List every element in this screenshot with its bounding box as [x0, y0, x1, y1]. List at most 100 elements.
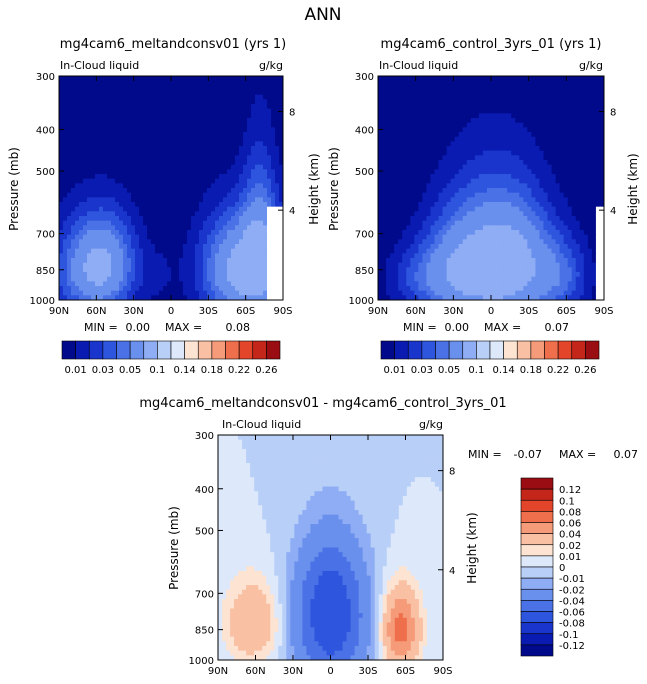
contour-cell	[454, 122, 460, 128]
contour-cell	[167, 122, 172, 128]
contour-cell	[583, 150, 589, 156]
panel-2-y2label: Height (km)	[626, 153, 640, 224]
contour-cell	[227, 136, 232, 142]
contour-cell	[454, 225, 460, 231]
contour-cell	[462, 76, 468, 82]
contour-cell	[527, 225, 532, 231]
contour-cell	[275, 286, 280, 292]
contour-cell	[91, 155, 96, 161]
contour-cell	[511, 118, 516, 124]
contour-cell	[75, 122, 80, 128]
contour-cell	[535, 253, 540, 259]
contour-cell	[462, 155, 468, 161]
contour-cell	[99, 136, 104, 142]
contour-cell	[155, 90, 160, 96]
contour-cell	[187, 267, 192, 273]
contour-cell	[507, 183, 512, 189]
contour-cell	[559, 80, 565, 86]
contour-cell	[531, 132, 536, 138]
contour-cell	[519, 169, 524, 175]
contour-cell	[382, 244, 387, 250]
contour-cell	[259, 295, 264, 301]
contour-cell	[179, 183, 184, 189]
contour-cell	[442, 85, 448, 91]
contour-cell	[115, 225, 120, 231]
contour-cell	[99, 244, 104, 250]
contour-cell	[75, 118, 80, 124]
contour-cell	[235, 192, 240, 198]
contour-cell	[155, 281, 160, 287]
contour-cell	[482, 197, 488, 203]
contour-cell	[223, 150, 228, 156]
contour-cell	[398, 220, 403, 226]
contour-cell	[486, 155, 492, 161]
contour-cell	[183, 276, 188, 282]
contour-cell	[450, 160, 456, 166]
contour-cell	[587, 248, 593, 254]
contour-cell	[547, 104, 552, 110]
contour-cell	[482, 202, 488, 208]
contour-cell	[386, 188, 391, 194]
contour-cell	[491, 94, 496, 100]
contour-cell	[99, 248, 104, 254]
contour-cell	[555, 216, 561, 222]
contour-cell	[259, 146, 264, 152]
contour-cell	[523, 197, 528, 203]
contour-cell	[599, 220, 605, 226]
contour-cell	[155, 99, 160, 105]
contour-cell	[199, 104, 204, 110]
contour-cell	[107, 295, 112, 301]
contour-cell	[531, 248, 536, 254]
contour-cell	[482, 104, 488, 110]
contour-cell	[259, 183, 264, 189]
contour-cell	[131, 90, 136, 96]
contour-cell	[99, 216, 104, 222]
contour-cell	[67, 234, 72, 240]
contour-cell	[390, 206, 395, 212]
contour-cell	[255, 267, 260, 273]
contour-cell	[275, 248, 280, 254]
contour-cell	[119, 239, 124, 245]
contour-cell	[551, 225, 556, 231]
contour-cell	[147, 220, 152, 226]
contour-cell	[207, 248, 212, 254]
contour-cell	[583, 220, 589, 226]
contour-cell	[127, 262, 132, 268]
contour-cell	[563, 244, 569, 250]
contour-cell	[402, 188, 407, 194]
contour-cell	[567, 150, 573, 156]
contour-cell	[382, 178, 387, 184]
contour-cell	[378, 94, 383, 100]
contour-cell	[398, 132, 403, 138]
contour-cell	[247, 169, 252, 175]
contour-cell	[151, 127, 156, 133]
contour-cell	[207, 160, 212, 166]
y-tick-label: 700	[36, 230, 55, 241]
contour-cell	[119, 216, 124, 222]
contour-cell	[175, 192, 180, 198]
contour-cell	[91, 216, 96, 222]
contour-cell	[99, 108, 104, 114]
contour-cell	[414, 216, 419, 222]
contour-cell	[563, 122, 569, 128]
contour-cell	[275, 188, 280, 194]
contour-cell	[515, 211, 520, 217]
contour-cell	[163, 253, 168, 259]
contour-cell	[422, 85, 427, 91]
contour-cell	[139, 150, 144, 156]
contour-cell	[515, 99, 520, 105]
contour-cell	[591, 188, 597, 194]
contour-cell	[131, 94, 136, 100]
contour-cell	[191, 127, 196, 133]
contour-cell	[79, 192, 84, 198]
contour-cell	[563, 197, 569, 203]
contour-cell	[163, 136, 168, 142]
contour-cell	[179, 113, 184, 119]
contour-cell	[143, 85, 148, 91]
contour-cell	[418, 150, 423, 156]
contour-cell	[599, 132, 605, 138]
contour-cell	[115, 202, 120, 208]
contour-cell	[547, 206, 552, 212]
contour-cell	[67, 276, 72, 282]
contour-cell	[271, 234, 276, 240]
